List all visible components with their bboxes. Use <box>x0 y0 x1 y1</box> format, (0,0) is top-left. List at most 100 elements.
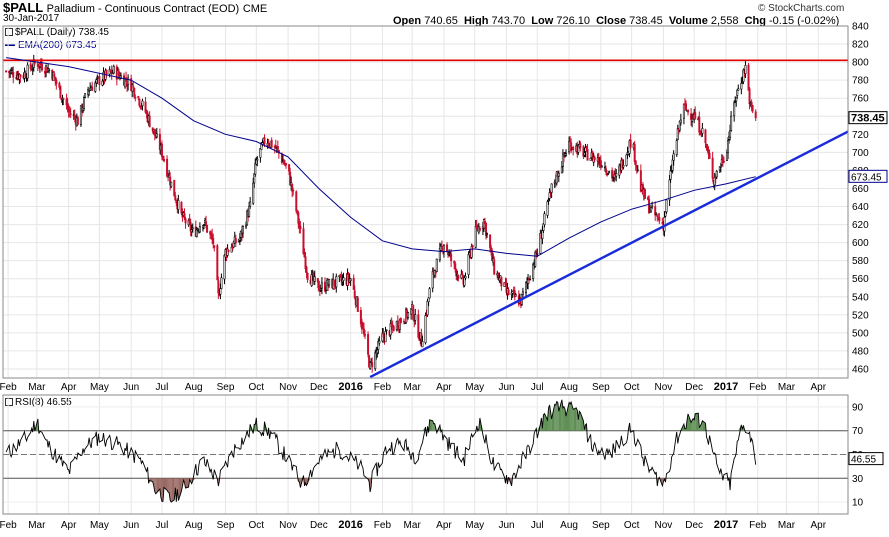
candle-body <box>305 266 308 273</box>
price-y-tick-label: 700 <box>852 148 869 159</box>
candle-body <box>568 141 571 153</box>
candle-body <box>440 245 443 248</box>
candle-body <box>599 160 602 167</box>
rsi-x-tick-label: Nov <box>655 520 673 531</box>
candle-body <box>593 157 596 160</box>
credit-text: © StockCharts.com <box>758 3 845 14</box>
candle-body <box>474 225 477 248</box>
candle-body <box>276 145 279 150</box>
candle-body <box>399 318 402 323</box>
candle-body <box>698 117 701 133</box>
candle-body <box>664 211 667 217</box>
candle-body <box>227 250 230 252</box>
candle-body <box>633 144 636 162</box>
candle-body <box>410 308 413 315</box>
candle-body <box>263 137 266 145</box>
rsi-x-tick-label: 2016 <box>338 519 362 531</box>
candle-body <box>335 276 338 288</box>
candle-body <box>735 96 738 102</box>
candle-body <box>245 224 248 228</box>
price-x-tick-label: Mar <box>778 382 796 393</box>
rsi-y-tick-label: 30 <box>852 474 864 485</box>
price-x-tick-label: Apr <box>436 382 452 393</box>
candle-body <box>270 139 273 148</box>
candle-body <box>292 189 295 192</box>
candle-body <box>105 69 108 76</box>
price-panel-frame <box>2 25 849 379</box>
candle-body <box>665 199 668 213</box>
price-y-tick-label: 500 <box>852 328 869 339</box>
ema-value-box <box>848 169 888 183</box>
candle-body <box>59 85 62 99</box>
candle-body <box>671 159 674 171</box>
candle-body <box>577 144 580 153</box>
candle-body <box>548 192 551 199</box>
candle-body <box>310 273 313 287</box>
ema-line <box>6 57 756 257</box>
candle-body <box>751 105 754 112</box>
candle-body <box>536 253 539 255</box>
price-x-tick-label: Oct <box>624 382 640 393</box>
rsi-oversold-fill <box>169 478 171 501</box>
candle-body <box>714 177 717 179</box>
candle-body <box>708 153 711 159</box>
candle-body <box>69 113 72 115</box>
candle-body <box>655 213 658 216</box>
candle-body <box>137 96 140 99</box>
candle-body <box>160 143 163 157</box>
rsi-x-tick-label: Aug <box>560 520 578 531</box>
price-y-tick-label: 760 <box>852 94 869 105</box>
candle-body <box>184 218 187 224</box>
price-x-tick-label: Jun <box>498 382 514 393</box>
candle-body <box>219 288 222 295</box>
candle-body <box>579 143 582 148</box>
rsi-overbought-fill <box>562 406 564 431</box>
candle-body <box>84 93 87 98</box>
rsi-overbought-fill <box>254 424 256 431</box>
candle-body <box>669 170 672 180</box>
rsi-x-tick-label: Aug <box>185 520 203 531</box>
candle-body <box>166 158 169 177</box>
rsi-oversold-fill <box>149 478 153 482</box>
candle-body <box>402 320 405 323</box>
price-y-tick-label: 600 <box>852 238 869 249</box>
candle-body <box>161 155 164 159</box>
candle-body <box>431 271 434 289</box>
rsi-overbought-fill <box>571 402 573 431</box>
rsi-oversold-fill <box>156 478 160 493</box>
candle-body <box>607 173 610 175</box>
price-y-tick-label: 720 <box>852 130 869 141</box>
rsi-oversold-fill <box>154 478 156 494</box>
rsi-overbought-fill <box>579 411 581 431</box>
high-value: 743.70 <box>491 15 526 27</box>
candle-body <box>253 173 256 184</box>
rsi-oversold-fill <box>167 478 169 493</box>
price-x-tick-label: Jun <box>123 382 139 393</box>
candle-body <box>682 103 685 119</box>
price-y-tick-label: 640 <box>852 202 869 213</box>
candle-body <box>324 281 327 292</box>
candle-body <box>611 170 614 179</box>
rsi-x-tick-label: 2017 <box>714 519 738 531</box>
candle-body <box>259 148 262 158</box>
candle-body <box>144 101 147 113</box>
candle-body <box>248 205 251 217</box>
rsi-series <box>3 399 848 503</box>
chart-date: 30-Jan-2017 <box>3 13 60 24</box>
candle-body <box>190 229 193 233</box>
candle-body <box>163 159 166 162</box>
rsi-line <box>5 399 757 503</box>
candle-body <box>384 331 387 343</box>
candle-body <box>198 226 201 233</box>
candle-body <box>747 64 750 91</box>
candle-body <box>385 329 388 331</box>
candle-body <box>94 82 97 92</box>
rsi-x-tick-label: Dec <box>310 520 328 531</box>
rsi-overbought-fill <box>555 401 557 431</box>
rsi-overbought-fill <box>551 404 555 431</box>
axes: Feb Feb Mar Mar Apr Apr May May Jun Jun Jul Jul Aug A… <box>0 22 888 531</box>
candle-body <box>719 165 722 168</box>
price-x-tick-label: Jul <box>156 382 169 393</box>
candle-body <box>754 111 757 119</box>
rsi-y-tick-label: 10 <box>852 498 864 509</box>
